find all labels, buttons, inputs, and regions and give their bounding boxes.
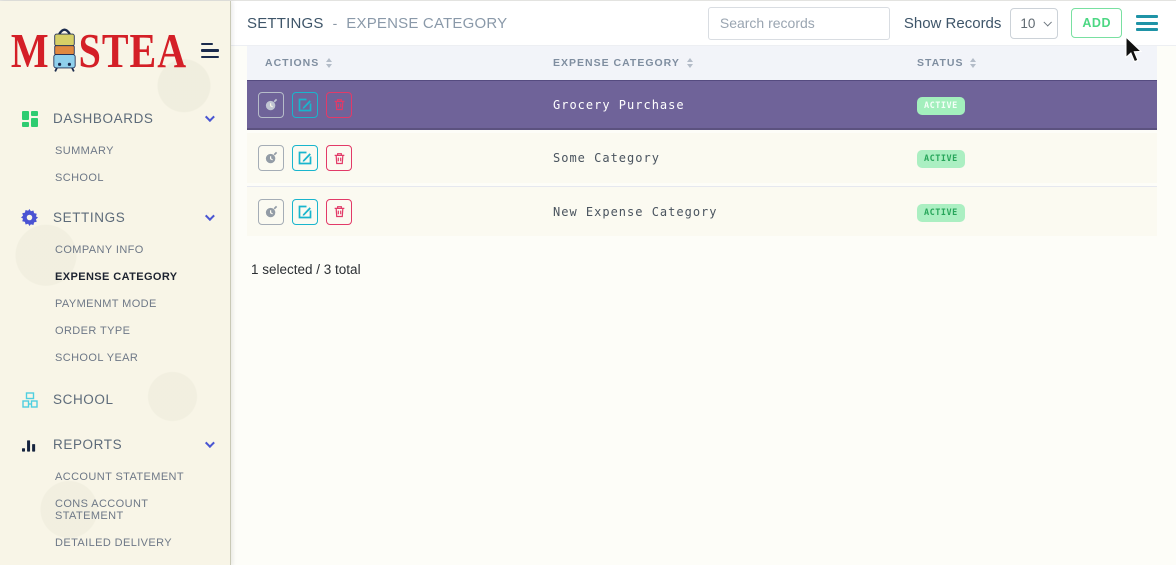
status-badge: ACTIVE	[917, 96, 965, 115]
history-button[interactable]	[258, 198, 284, 225]
sidebar-item-school-dash[interactable]: SCHOOL	[55, 171, 104, 184]
edit-button[interactable]	[292, 145, 318, 171]
status-badge: ACTIVE	[917, 150, 965, 168]
sidebar-menu: DASHBOARDS SUMMARY SCHOOL SETTINGS COMPA…	[0, 100, 230, 556]
gear-icon	[21, 209, 38, 226]
sidebar-item-account-statement[interactable]: ACCOUNT STATEMENT	[55, 470, 185, 483]
main-content: SETTINGS - EXPENSE CATEGORY Show Records…	[231, 1, 1176, 565]
sidebar-item-school-year[interactable]: SCHOOL YEAR	[55, 351, 139, 364]
sort-icon[interactable]	[686, 58, 693, 68]
delete-button[interactable]	[326, 91, 352, 118]
selection-summary: 1 selected / 3 total	[251, 262, 361, 277]
sidebar-item-school[interactable]: SCHOOL	[0, 381, 230, 418]
school-icon	[21, 391, 38, 408]
logo-text-right: STEA	[78, 22, 188, 78]
page-size-value: 10	[1020, 15, 1036, 31]
breadcrumb-page: EXPENSE CATEGORY	[346, 14, 508, 32]
table-row[interactable]: Some Category ACTIVE	[247, 133, 1157, 183]
expense-category-cell: New Expense Category	[553, 204, 718, 219]
column-header-actions[interactable]: ACTIONS	[247, 57, 553, 69]
sidebar-toggle-icon[interactable]	[201, 42, 220, 59]
sidebar-item-label: SCHOOL	[53, 392, 114, 407]
expense-category-cell: Grocery Purchase	[553, 97, 685, 112]
expense-category-table: ACTIONS EXPENSE CATEGORY STATUS	[247, 46, 1157, 236]
logo-wordmark: M STEA	[10, 22, 188, 78]
chevron-down-icon	[204, 112, 215, 123]
logo[interactable]: M STEA	[0, 1, 230, 98]
edit-button[interactable]	[292, 198, 318, 225]
breadcrumb-separator: -	[332, 15, 338, 31]
sort-icon[interactable]	[970, 58, 977, 68]
search-input[interactable]	[707, 6, 890, 40]
sidebar-item-company-info[interactable]: COMPANY INFO	[55, 243, 144, 256]
sidebar-item-expense-category[interactable]: EXPENSE CATEGORY	[55, 270, 178, 283]
delete-button[interactable]	[326, 145, 352, 171]
topbar: SETTINGS - EXPENSE CATEGORY Show Records…	[231, 1, 1176, 46]
chevron-down-icon	[204, 438, 215, 449]
sidebar-item-order-type[interactable]: ORDER TYPE	[55, 324, 131, 337]
sidebar-item-settings[interactable]: SETTINGS	[0, 199, 230, 236]
sidebar-item-summary[interactable]: SUMMARY	[55, 144, 114, 157]
sidebar: M STEA	[0, 1, 231, 565]
tiffin-carrier-icon	[51, 27, 78, 75]
sidebar-item-label: REPORTS	[53, 437, 123, 452]
history-button[interactable]	[258, 91, 284, 118]
sidebar-item-label: DASHBOARDS	[53, 111, 154, 126]
edit-button[interactable]	[292, 91, 318, 118]
table-row[interactable]: Grocery Purchase ACTIVE	[247, 80, 1157, 130]
sidebar-item-reports[interactable]: REPORTS	[0, 426, 230, 463]
column-label: ACTIONS	[265, 57, 320, 69]
table-row[interactable]: New Expense Category ACTIVE	[247, 186, 1157, 236]
chevron-down-icon	[204, 211, 215, 222]
sort-icon[interactable]	[326, 58, 333, 68]
page-size-select[interactable]: 10	[1010, 7, 1059, 39]
column-label: STATUS	[917, 57, 964, 69]
column-header-status[interactable]: STATUS	[917, 57, 1157, 69]
expense-category-cell: Some Category	[553, 151, 660, 165]
hamburger-icon[interactable]	[1136, 15, 1158, 31]
chevron-down-icon	[1043, 18, 1053, 27]
sidebar-item-label: SETTINGS	[53, 210, 126, 225]
add-button[interactable]: ADD	[1071, 8, 1122, 38]
sidebar-item-detailed-delivery[interactable]: DETAILED DELIVERY	[55, 536, 173, 549]
table-header-row: ACTIONS EXPENSE CATEGORY STATUS	[247, 46, 1157, 80]
grid-icon	[21, 110, 38, 127]
status-badge: ACTIVE	[917, 203, 965, 222]
show-records-label: Show Records	[903, 14, 1002, 32]
sidebar-item-dashboards[interactable]: DASHBOARDS	[0, 100, 230, 137]
logo-text-left: M	[10, 22, 50, 78]
sidebar-item-cons-account-statement[interactable]: CONS ACCOUNT STATEMENT	[55, 497, 149, 522]
breadcrumb-section[interactable]: SETTINGS	[247, 14, 324, 32]
sidebar-item-payment-mode[interactable]: PAYMENMT MODE	[55, 297, 157, 310]
column-label: EXPENSE CATEGORY	[553, 57, 680, 69]
delete-button[interactable]	[326, 198, 352, 225]
column-header-expense-category[interactable]: EXPENSE CATEGORY	[553, 57, 917, 69]
history-button[interactable]	[258, 145, 284, 171]
bar-chart-icon	[21, 436, 38, 453]
